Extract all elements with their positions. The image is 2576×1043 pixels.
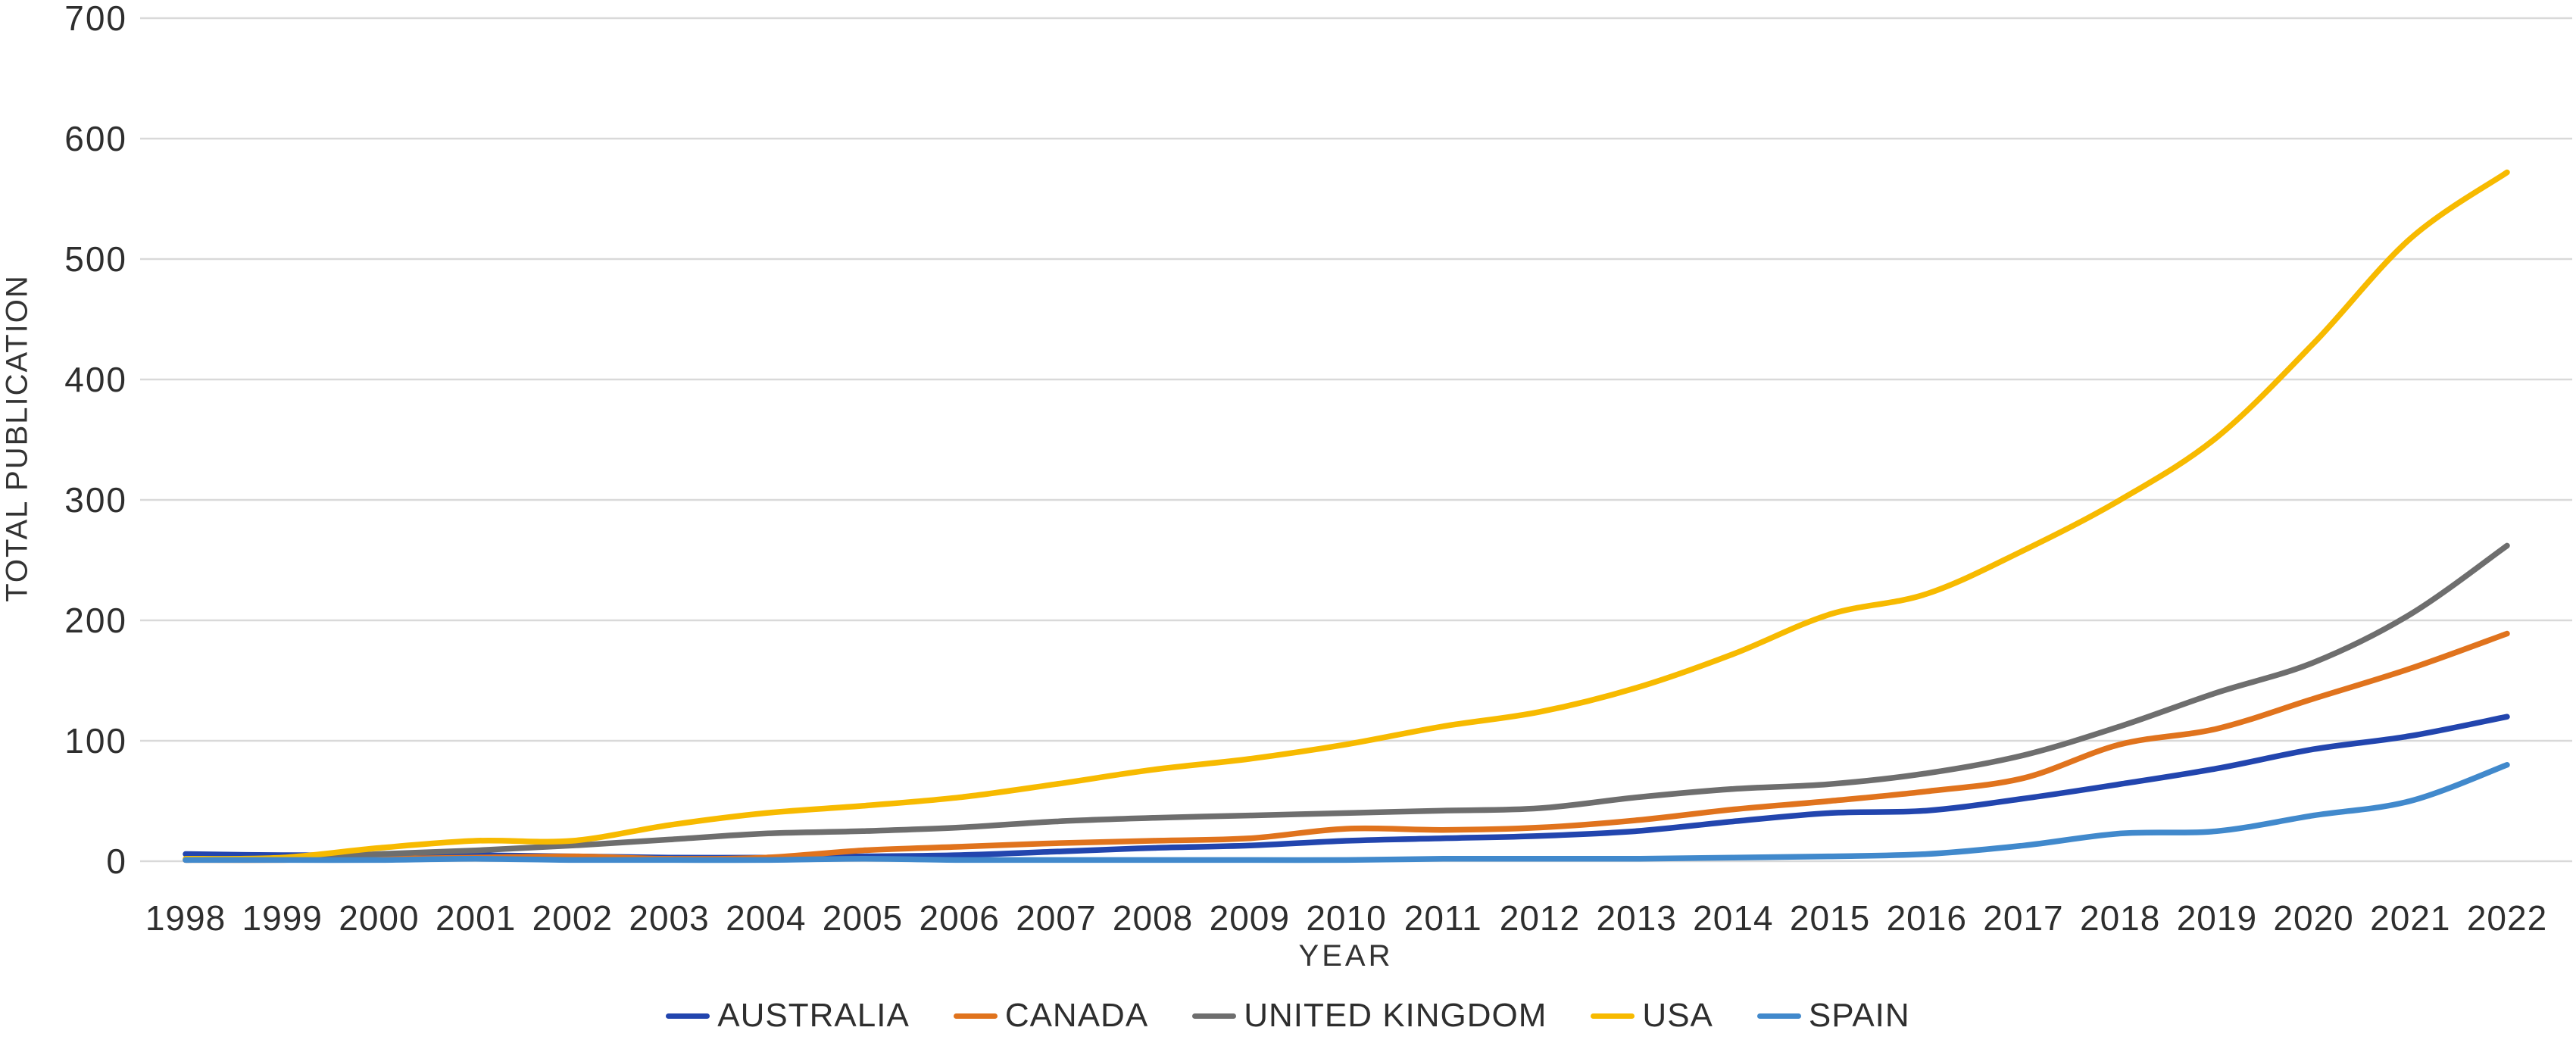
x-tick-label: 2015: [1790, 898, 1870, 938]
x-tick-label: 2021: [2370, 898, 2450, 938]
x-tick-label: 1999: [242, 898, 323, 938]
x-tick-label: 2005: [823, 898, 903, 938]
y-tick-label: 500: [64, 239, 127, 279]
legend-item-united-kingdom: UNITED KINGDOM: [1192, 997, 1547, 1035]
chart-legend: AUSTRALIA CANADA UNITED KINGDOM USA SPAIN: [0, 997, 2576, 1035]
x-tick-label: 2013: [1596, 898, 1676, 938]
legend-item-australia: AUSTRALIA: [666, 997, 910, 1035]
x-tick-label: 2019: [2177, 898, 2257, 938]
y-tick-label: 200: [64, 601, 127, 640]
legend-line-swatch-united-kingdom: [1192, 1013, 1237, 1019]
y-tick-label: 600: [64, 119, 127, 158]
x-tick-label: 2011: [1404, 898, 1482, 938]
x-tick-label: 2000: [339, 898, 419, 938]
x-axis-title: YEAR: [1298, 939, 1394, 973]
series-line-spain: [183, 762, 2510, 863]
legend-label-canada: CANADA: [1004, 997, 1149, 1034]
y-axis-title: TOTAL PUBLICATION: [0, 274, 34, 602]
x-tick-label: 2004: [726, 898, 806, 938]
legend-label-usa: USA: [1642, 997, 1713, 1034]
legend-item-canada: CANADA: [953, 997, 1149, 1035]
legend-label-united-kingdom: UNITED KINGDOM: [1244, 997, 1547, 1034]
x-tick-label: 2002: [532, 898, 613, 938]
x-tick-label: 2006: [919, 898, 999, 938]
legend-item-usa: USA: [1591, 997, 1713, 1035]
legend-label-australia: AUSTRALIA: [717, 997, 910, 1034]
legend-line-swatch-usa: [1591, 1013, 1635, 1019]
x-tick-label: 2012: [1500, 898, 1580, 938]
x-tick-label: 2017: [1983, 898, 2063, 938]
x-tick-label: 2007: [1016, 898, 1096, 938]
x-tick-label: 2018: [2080, 898, 2160, 938]
y-tick-label: 0: [106, 842, 127, 881]
x-tick-label: 2010: [1306, 898, 1386, 938]
x-tick-label: 2001: [436, 898, 516, 938]
x-tick-label: 2020: [2273, 898, 2353, 938]
x-tick-label: 1998: [145, 898, 226, 938]
series-line-usa: [183, 169, 2510, 862]
x-tick-label: 2014: [1693, 898, 1773, 938]
legend-item-spain: SPAIN: [1756, 997, 1910, 1035]
y-tick-label: 400: [64, 360, 127, 399]
x-tick-label: 2022: [2467, 898, 2547, 938]
x-tick-label: 2008: [1113, 898, 1193, 938]
x-tick-label: 2009: [1210, 898, 1290, 938]
legend-line-swatch-spain: [1756, 1013, 1801, 1019]
legend-line-swatch-canada: [953, 1013, 998, 1019]
series-line-united-kingdom: [183, 542, 2510, 863]
y-tick-label: 300: [64, 480, 127, 520]
x-tick-label: 2016: [1887, 898, 1967, 938]
y-tick-label: 700: [64, 0, 127, 38]
series-line-canada: [183, 630, 2510, 863]
y-tick-label: 100: [64, 721, 127, 760]
legend-label-spain: SPAIN: [1808, 997, 1910, 1034]
legend-line-swatch-australia: [666, 1013, 710, 1019]
x-tick-label: 2003: [629, 898, 709, 938]
